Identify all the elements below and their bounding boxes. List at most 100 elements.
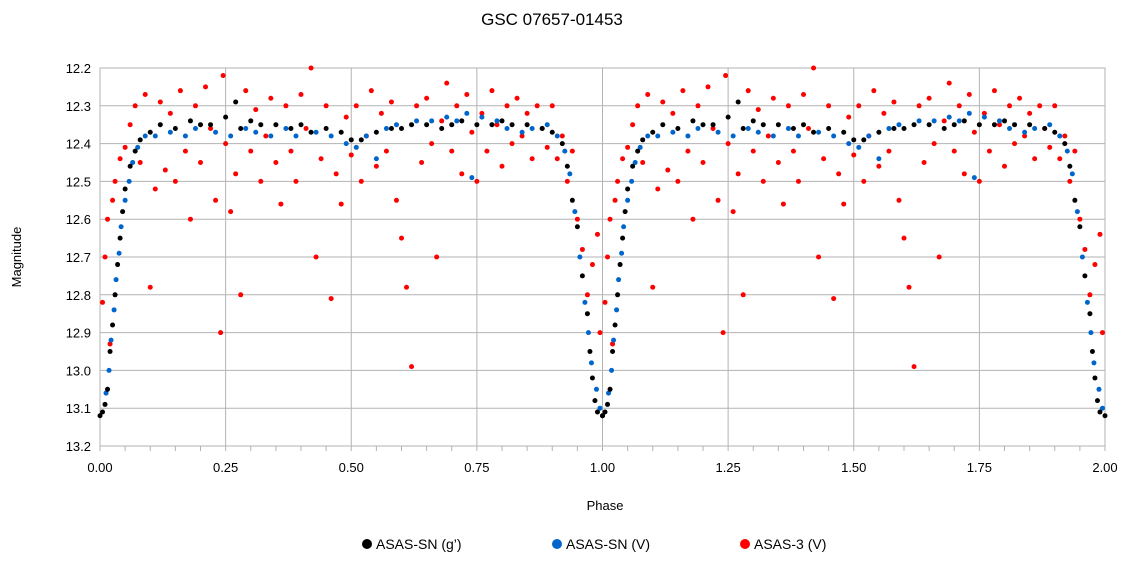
data-point — [831, 296, 837, 302]
data-point — [323, 103, 329, 109]
data-point — [122, 144, 128, 150]
data-point — [1064, 148, 1070, 154]
data-point — [921, 160, 927, 165]
data-point — [1099, 330, 1105, 336]
data-point — [383, 125, 389, 131]
data-point — [775, 160, 781, 165]
data-point — [218, 330, 224, 336]
data-point — [605, 254, 611, 260]
data-point — [253, 129, 259, 135]
data-point — [645, 133, 651, 139]
data-point — [258, 122, 264, 128]
data-point — [567, 171, 573, 177]
data-point — [353, 144, 359, 150]
data-point — [1069, 171, 1075, 177]
data-point — [1002, 163, 1007, 169]
data-point — [592, 398, 598, 404]
data-point — [1077, 216, 1083, 222]
data-point — [675, 178, 681, 184]
data-point — [192, 103, 198, 109]
data-point — [961, 118, 967, 124]
data-point — [665, 167, 671, 173]
data-point — [278, 201, 284, 207]
data-point — [228, 209, 234, 215]
data-point — [725, 114, 731, 120]
data-point — [313, 254, 319, 260]
data-point — [660, 122, 666, 128]
data-point — [991, 88, 997, 94]
data-point — [770, 133, 776, 139]
data-point — [328, 296, 334, 302]
data-point — [705, 84, 711, 90]
data-point — [419, 160, 425, 165]
data-point — [606, 390, 612, 396]
data-point — [223, 141, 229, 147]
data-point — [936, 254, 942, 260]
data-point — [378, 110, 384, 116]
data-point — [1012, 122, 1018, 128]
data-point — [424, 122, 430, 128]
data-point — [388, 99, 394, 105]
data-point — [248, 148, 254, 154]
data-point — [640, 160, 646, 165]
data-point — [588, 360, 594, 366]
data-point — [399, 235, 404, 241]
data-point — [891, 125, 897, 131]
data-point — [187, 118, 193, 124]
data-point — [273, 160, 279, 165]
data-point — [107, 349, 113, 354]
y-tick-label: 12.7 — [66, 250, 91, 265]
data-point — [353, 103, 359, 109]
data-point — [213, 129, 219, 135]
data-point — [615, 292, 621, 298]
data-point — [876, 163, 882, 169]
data-point — [765, 133, 771, 139]
data-point — [826, 125, 832, 131]
data-point — [1084, 299, 1090, 305]
data-point — [358, 137, 364, 143]
data-point — [383, 148, 389, 154]
data-point — [901, 235, 907, 241]
data-point — [670, 110, 676, 116]
data-point — [846, 141, 852, 147]
data-point — [795, 178, 801, 184]
data-point — [1088, 330, 1094, 336]
legend-label: ASAS-3 (V) — [754, 536, 826, 552]
data-point — [100, 299, 106, 305]
data-point — [610, 341, 616, 347]
data-point — [896, 122, 902, 128]
data-point — [1092, 375, 1098, 381]
data-point — [1102, 413, 1108, 419]
data-point — [110, 322, 116, 328]
data-point — [524, 122, 530, 128]
legend-marker — [552, 539, 562, 549]
y-tick-label: 12.3 — [66, 99, 91, 114]
data-point — [612, 322, 618, 328]
data-point — [499, 118, 505, 124]
data-point — [594, 231, 600, 237]
data-point — [102, 254, 108, 260]
data-point — [449, 148, 455, 154]
data-point — [544, 144, 550, 150]
data-point — [348, 137, 354, 143]
data-point — [122, 186, 128, 192]
data-point — [564, 163, 570, 169]
data-point — [1094, 398, 1100, 404]
data-point — [1057, 156, 1063, 162]
data-point — [1077, 224, 1083, 230]
data-point — [660, 99, 666, 105]
data-point — [117, 156, 123, 162]
data-point — [404, 284, 410, 290]
data-point — [564, 178, 570, 184]
chart-legend: ASAS-SN (g’) ASAS-SN (V) ASAS-3 (V) — [362, 536, 826, 552]
data-point — [494, 118, 500, 124]
data-point — [348, 152, 354, 158]
data-point — [343, 114, 349, 120]
data-point — [268, 95, 274, 101]
data-point — [243, 125, 249, 131]
data-point — [730, 209, 736, 215]
data-point — [956, 103, 962, 109]
data-point — [414, 103, 420, 109]
data-point — [584, 311, 590, 317]
data-point — [790, 125, 796, 131]
